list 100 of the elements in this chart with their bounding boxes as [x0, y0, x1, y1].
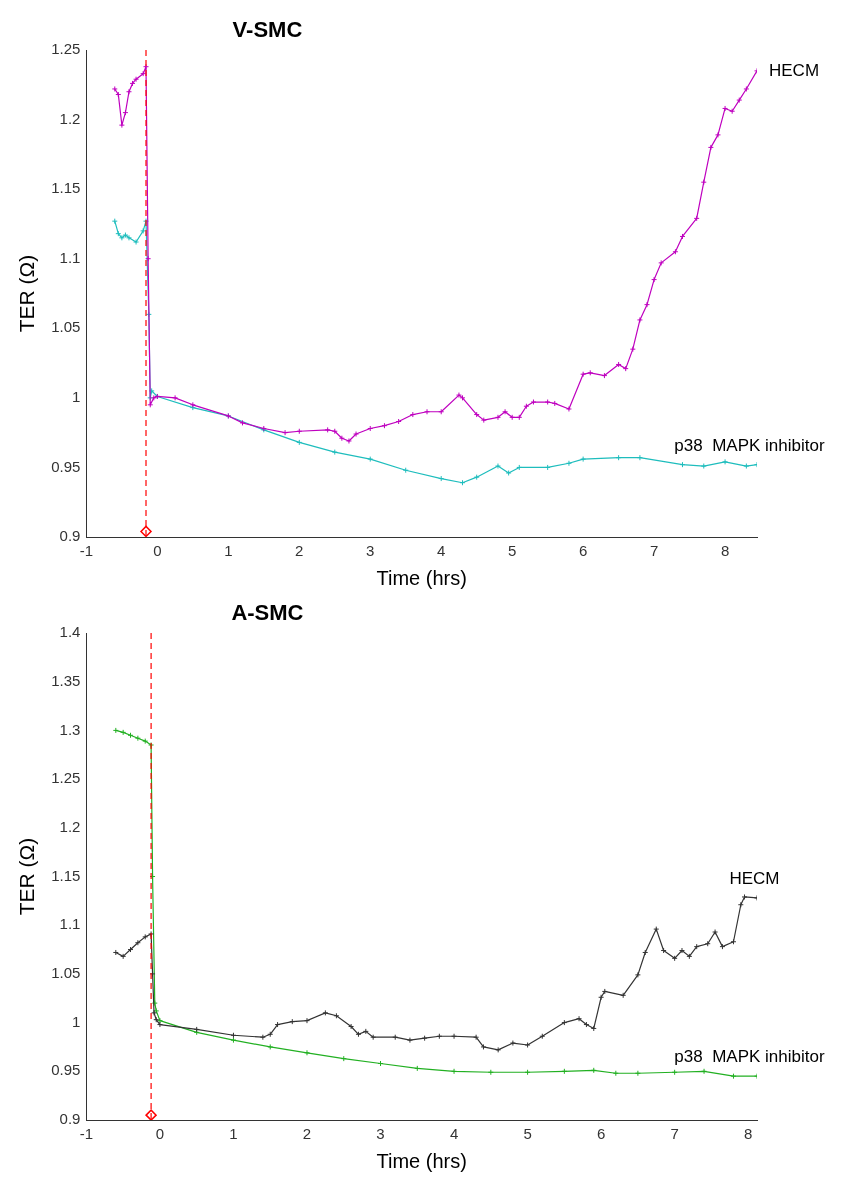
point — [120, 953, 127, 960]
point — [544, 464, 551, 471]
point — [459, 479, 466, 486]
point — [494, 463, 501, 470]
x-tick-label: 5 — [508, 542, 517, 560]
point — [495, 1046, 502, 1053]
point — [583, 1021, 590, 1028]
point — [118, 234, 125, 241]
x-axis-title: Time (hrs) — [376, 1149, 467, 1172]
y-tick-label: 1.4 — [59, 623, 81, 641]
point — [712, 929, 719, 936]
x-tick-label: 3 — [376, 1125, 385, 1143]
y-tick-label: 0.9 — [59, 527, 81, 545]
point — [634, 1070, 641, 1077]
point — [480, 1043, 487, 1050]
point — [392, 1034, 399, 1041]
point — [561, 1019, 568, 1026]
x-tick-label: 6 — [596, 1125, 606, 1143]
y-axis-title: TER (Ω) — [15, 837, 39, 916]
point — [120, 729, 127, 736]
x-tick-label: 7 — [670, 1125, 679, 1143]
x-tick-label: 4 — [437, 542, 446, 560]
y-tick-label: 1.15 — [51, 866, 81, 884]
point — [636, 454, 643, 461]
y-axis-title: TER (Ω) — [15, 254, 39, 333]
point — [230, 1037, 237, 1044]
point — [539, 1033, 546, 1040]
x-tick-label: -1 — [79, 1125, 94, 1143]
x-tick-label: 7 — [649, 542, 659, 560]
x-tick-label: 2 — [302, 1125, 312, 1143]
point — [127, 946, 134, 953]
point — [267, 1043, 274, 1050]
point — [370, 1034, 377, 1041]
point — [487, 1069, 494, 1076]
point — [679, 461, 686, 468]
point — [580, 456, 587, 463]
point — [737, 901, 744, 908]
point — [296, 439, 303, 446]
point — [590, 1025, 597, 1032]
x-tick-label: 1 — [229, 1125, 238, 1143]
point — [303, 1049, 310, 1056]
point — [414, 1065, 421, 1072]
point — [722, 458, 729, 465]
point — [565, 460, 572, 467]
x-tick-label: 2 — [295, 542, 304, 560]
point — [122, 232, 129, 239]
point — [362, 1028, 369, 1035]
point — [598, 994, 605, 1001]
point — [331, 449, 338, 456]
point — [730, 1073, 737, 1080]
point — [516, 464, 523, 471]
y-tick-label: 1.1 — [59, 915, 81, 933]
point — [679, 947, 685, 954]
x-axis-title: Time (hrs) — [376, 566, 467, 589]
x-tick-label: 8 — [720, 542, 730, 560]
point — [473, 474, 480, 481]
point — [601, 988, 608, 995]
point — [653, 926, 660, 933]
point — [576, 1015, 583, 1022]
point — [509, 1040, 516, 1047]
point — [719, 943, 726, 950]
point — [367, 456, 374, 463]
x-tick-label: 6 — [578, 542, 588, 560]
y-tick-label: 1.05 — [51, 318, 81, 336]
point — [620, 992, 627, 999]
point — [743, 463, 750, 470]
y-tick-label: 1.25 — [51, 40, 81, 58]
point — [421, 1035, 428, 1042]
point — [134, 735, 141, 742]
point — [615, 454, 622, 461]
x-tick-label: 5 — [523, 1125, 532, 1143]
point — [730, 938, 737, 945]
series-label: p38 MAPK inhibitor — [674, 1047, 825, 1067]
point — [140, 525, 152, 537]
point — [436, 1033, 443, 1040]
point — [303, 1017, 310, 1024]
point — [142, 738, 149, 745]
point — [148, 387, 155, 394]
point — [660, 947, 667, 954]
chart-title: A-SMC — [231, 600, 304, 626]
y-tick-label: 0.95 — [51, 457, 81, 475]
point — [438, 475, 445, 482]
point — [704, 940, 711, 947]
y-tick-label: 1.2 — [59, 817, 81, 835]
chart-title: V-SMC — [232, 17, 303, 43]
point — [671, 1069, 678, 1076]
y-tick-label: 1.25 — [51, 769, 81, 787]
point — [333, 1012, 340, 1019]
point — [134, 939, 141, 946]
series-label: HECM — [729, 869, 780, 889]
point — [151, 1000, 158, 1007]
point — [145, 1109, 157, 1120]
point — [259, 1034, 266, 1041]
point — [149, 970, 156, 977]
point — [671, 955, 678, 962]
point — [340, 1055, 347, 1062]
point — [148, 930, 155, 937]
point — [274, 1021, 281, 1028]
y-tick-label: 1.1 — [59, 248, 81, 266]
point — [693, 943, 700, 950]
